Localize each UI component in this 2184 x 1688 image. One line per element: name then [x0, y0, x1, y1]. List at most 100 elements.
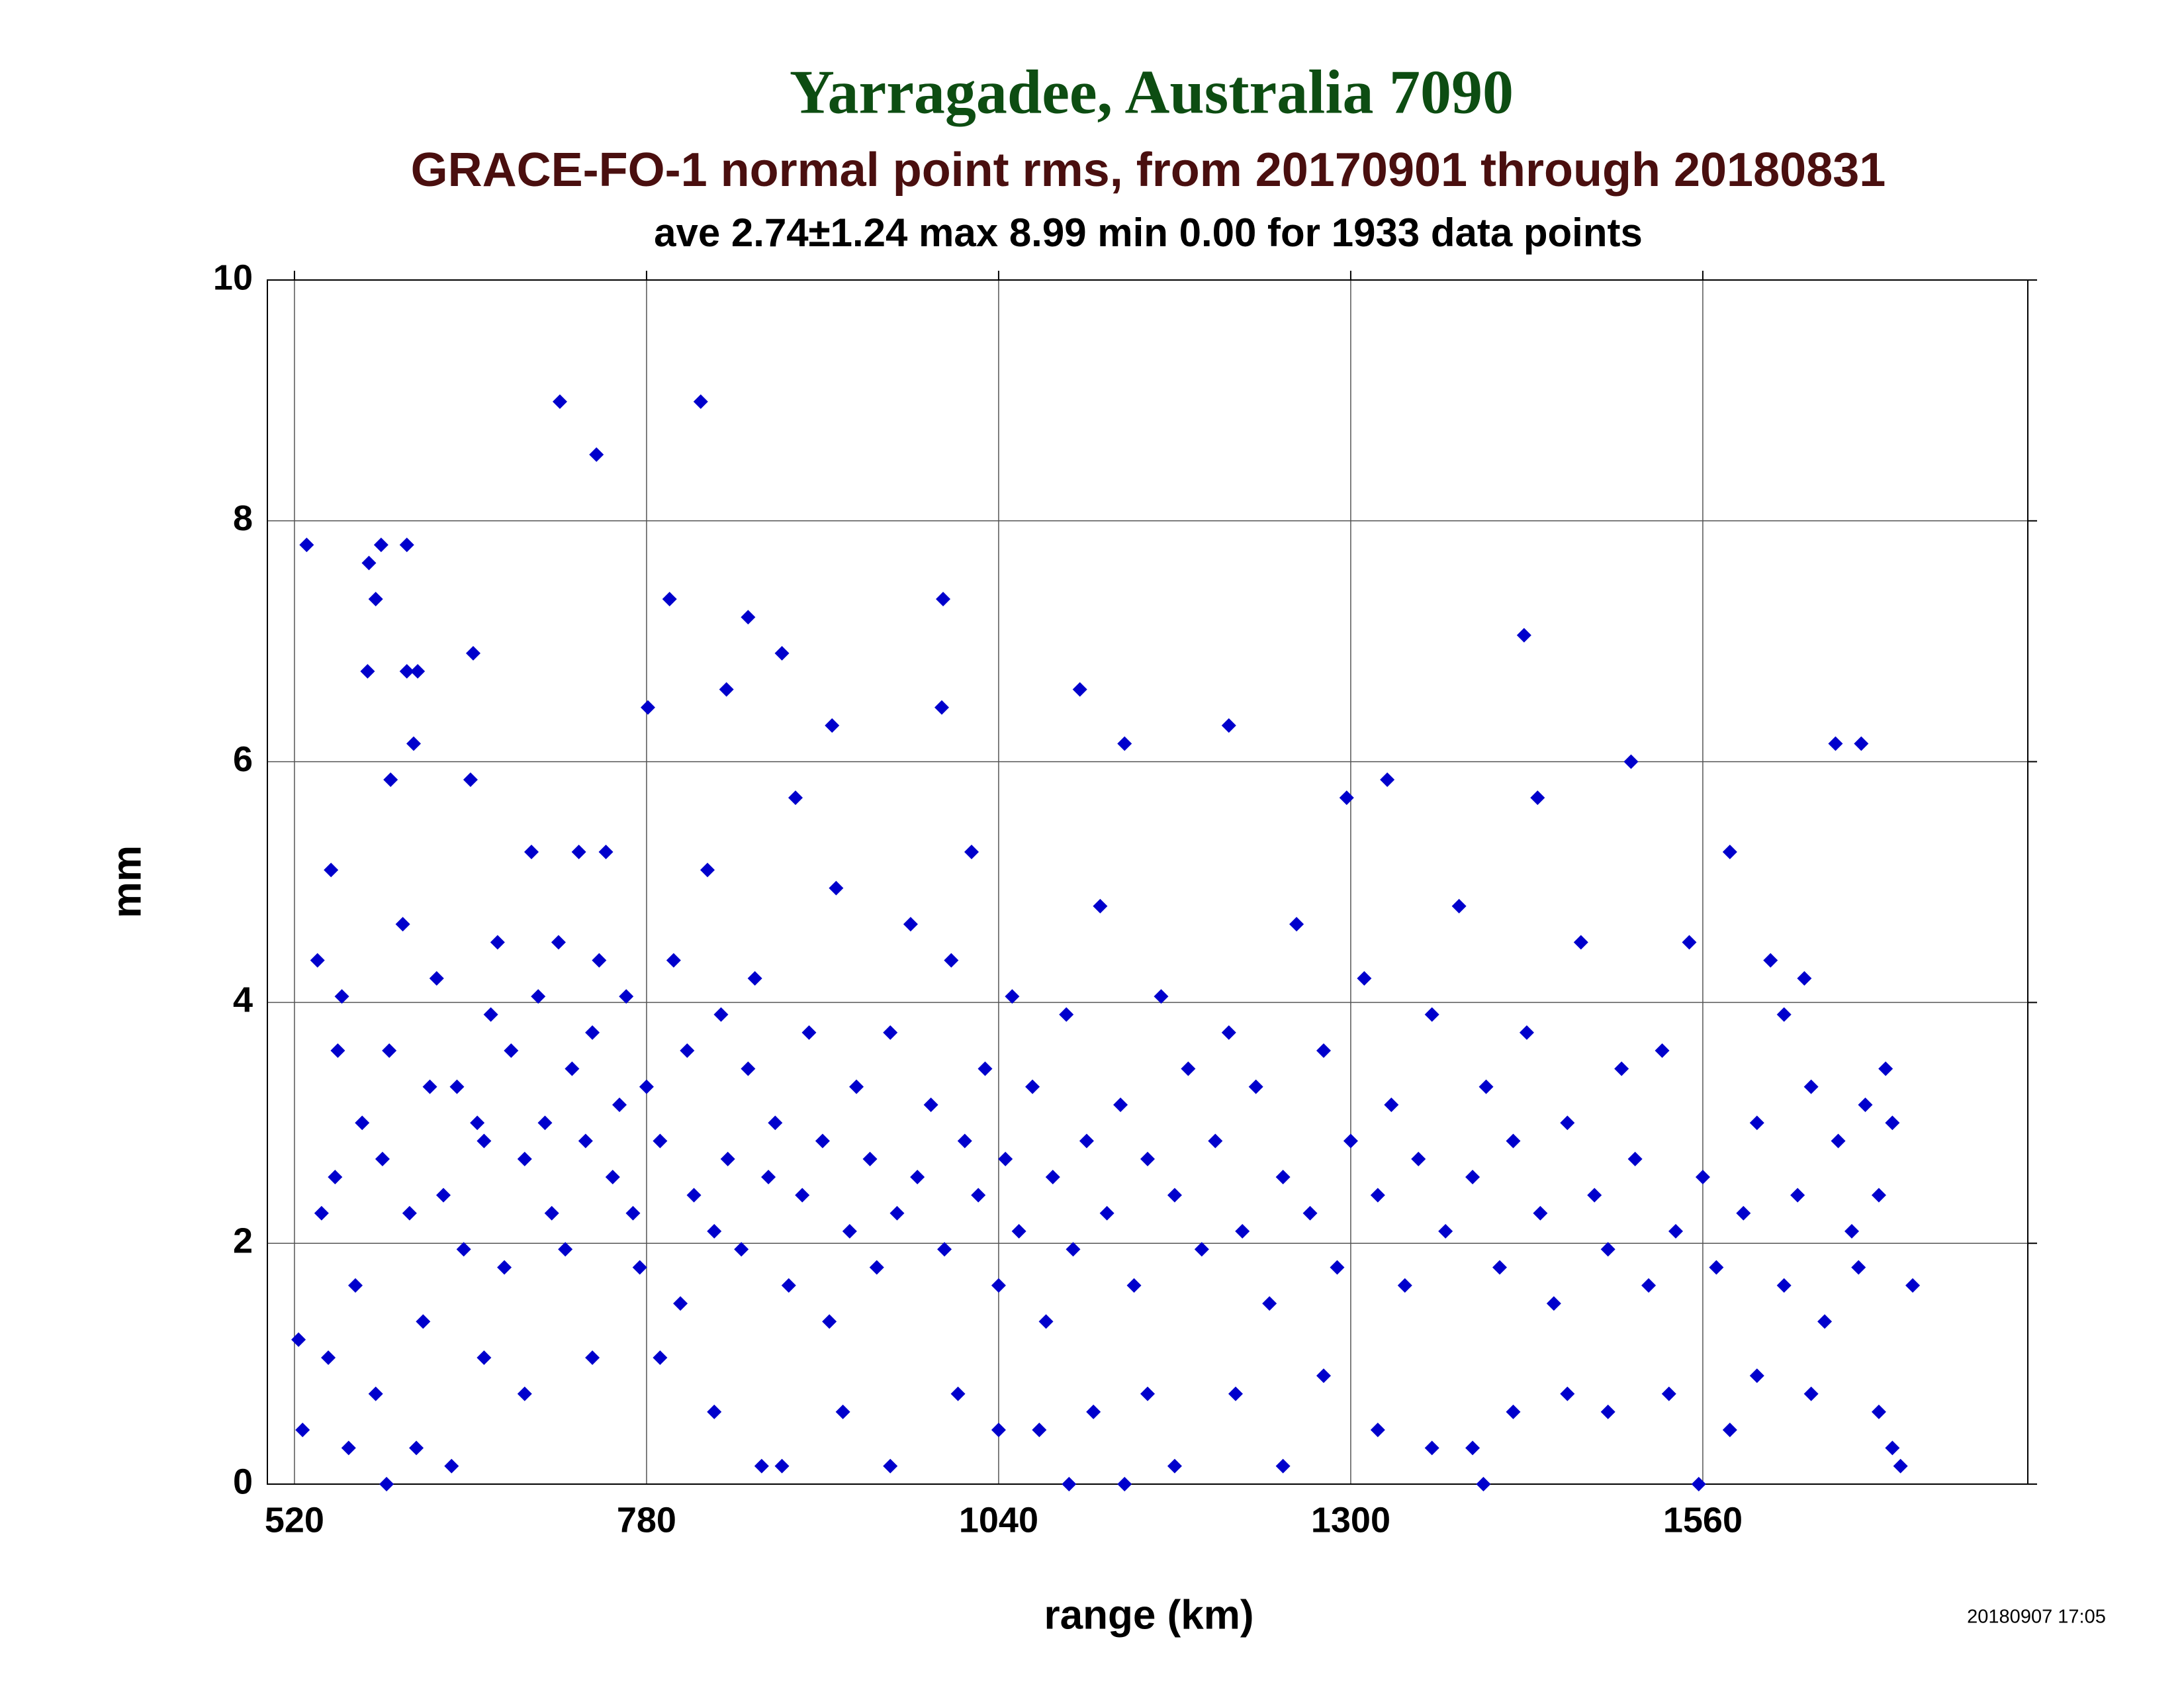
data-point [1221, 1025, 1236, 1040]
data-point [1059, 1007, 1074, 1022]
data-point [653, 1133, 668, 1149]
y-axis-label: mm [104, 845, 150, 918]
data-point [862, 1151, 878, 1166]
data-point [1776, 1278, 1792, 1293]
data-point [693, 394, 708, 409]
y-tick-label: 10 [213, 258, 253, 297]
stats-annotation: ave 2.74±1.24 max 8.99 min 0.00 for 1933… [654, 211, 1643, 255]
data-point [1117, 1477, 1132, 1491]
data-point [707, 1224, 722, 1239]
data-point [379, 1477, 394, 1491]
data-point [673, 1296, 688, 1311]
data-point [795, 1188, 810, 1203]
data-point [1831, 1133, 1846, 1149]
data-point [950, 1386, 966, 1401]
data-point [1871, 1188, 1886, 1203]
y-tick-label: 0 [233, 1462, 253, 1501]
data-point [741, 1061, 756, 1076]
data-point [409, 1440, 424, 1456]
data-point [937, 1242, 952, 1257]
data-point [1519, 1025, 1534, 1040]
data-point [1506, 1404, 1521, 1419]
data-point [774, 645, 790, 661]
data-point [707, 1404, 722, 1419]
data-point [1086, 1404, 1101, 1419]
data-point [944, 953, 959, 968]
data-point [463, 772, 478, 787]
data-point [686, 1188, 702, 1203]
data-point [1854, 736, 1869, 751]
data-point [754, 1458, 769, 1474]
data-point [1167, 1458, 1182, 1474]
data-point [720, 1151, 735, 1166]
data-point [1530, 790, 1545, 806]
data-point [299, 538, 314, 553]
data-point [1790, 1188, 1805, 1203]
data-point [1573, 935, 1588, 950]
data-point [589, 447, 604, 462]
data-point [406, 736, 421, 751]
data-point [1380, 772, 1395, 787]
data-point [551, 935, 566, 950]
data-point [1194, 1242, 1209, 1257]
data-point [842, 1224, 857, 1239]
data-point [598, 845, 614, 860]
data-point [903, 917, 918, 932]
data-point [1140, 1386, 1155, 1401]
data-point [1316, 1368, 1331, 1383]
data-point [801, 1025, 817, 1040]
data-point [957, 1133, 972, 1149]
data-point [578, 1133, 593, 1149]
data-point [883, 1458, 898, 1474]
data-point [1011, 1224, 1026, 1239]
data-point [1851, 1260, 1866, 1275]
data-point [517, 1151, 532, 1166]
data-point [680, 1043, 695, 1058]
data-point [639, 1079, 654, 1094]
data-point [1397, 1278, 1412, 1293]
data-point [330, 1043, 345, 1058]
data-point [666, 953, 681, 968]
data-point [328, 1170, 343, 1185]
data-point [910, 1170, 925, 1185]
data-point [781, 1278, 796, 1293]
data-point [1828, 736, 1843, 751]
data-point [544, 1205, 559, 1221]
data-point [1627, 1151, 1643, 1166]
data-point [504, 1043, 519, 1058]
data-point [1275, 1170, 1291, 1185]
data-point [1424, 1007, 1439, 1022]
data-point [321, 1350, 336, 1366]
data-point [483, 1007, 498, 1022]
data-point [1289, 917, 1304, 932]
data-point [741, 610, 756, 625]
data-point [605, 1170, 620, 1185]
data-point [1343, 1133, 1358, 1149]
data-point [375, 1151, 390, 1166]
data-point [399, 538, 414, 553]
data-point [1302, 1205, 1318, 1221]
data-point [1871, 1404, 1886, 1419]
data-point [1117, 736, 1132, 751]
data-point [524, 845, 539, 860]
data-point [1587, 1188, 1602, 1203]
data-point [1682, 935, 1697, 950]
data-point [1641, 1278, 1657, 1293]
data-point [410, 664, 426, 679]
data-point [456, 1242, 471, 1257]
data-point [1844, 1224, 1859, 1239]
data-point [395, 917, 410, 932]
data-point [477, 1133, 492, 1149]
data-point [402, 1205, 417, 1221]
data-point [1248, 1079, 1263, 1094]
data-point [324, 863, 339, 878]
data-point [869, 1260, 884, 1275]
data-point [1695, 1170, 1710, 1185]
data-point [971, 1188, 986, 1203]
data-point [1316, 1043, 1331, 1058]
data-point [436, 1188, 451, 1203]
data-point [314, 1205, 329, 1221]
data-point [531, 989, 546, 1004]
data-point [1465, 1170, 1480, 1185]
